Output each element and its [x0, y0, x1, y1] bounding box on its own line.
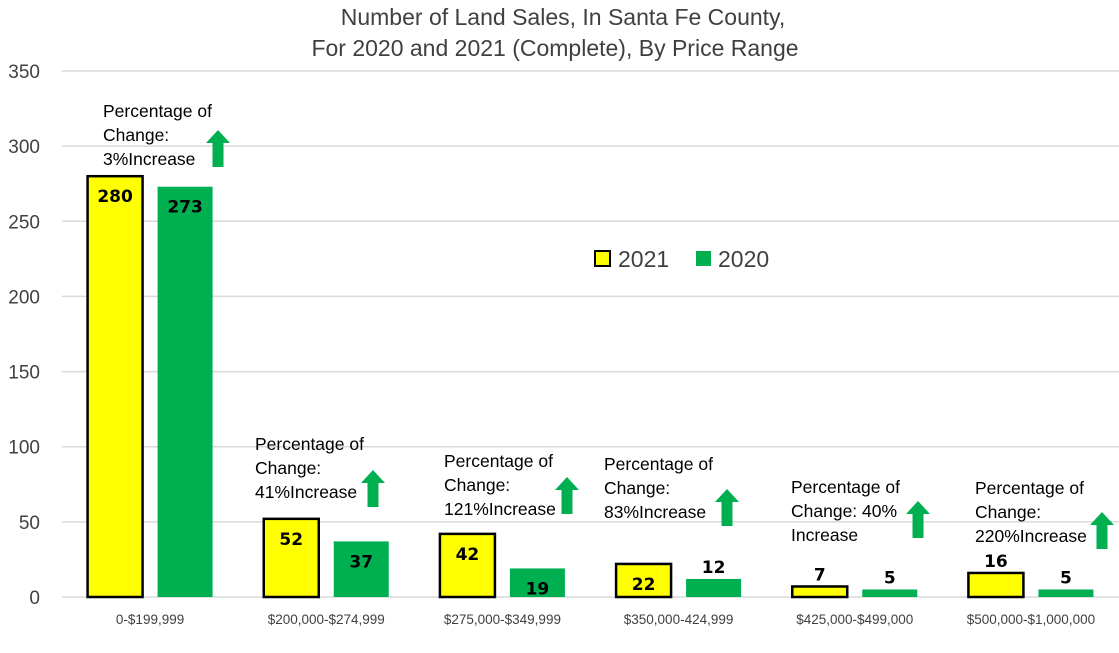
data-label-2020: 5 [1060, 568, 1072, 588]
bar-2021 [614, 562, 673, 599]
up-arrow-icon [206, 130, 230, 167]
annotation-text: Change: [444, 475, 510, 495]
legend-label-2021: 2021 [618, 246, 669, 272]
annotation-text: Change: [975, 502, 1041, 522]
up-arrow-icon [715, 489, 739, 526]
annotation-text: Percentage of [791, 477, 900, 497]
data-label-2021: 16 [984, 552, 1008, 572]
y-tick-label: 350 [8, 62, 40, 83]
annotation-text: 220%Increase [975, 526, 1087, 546]
annotations: Percentage ofChange:3%IncreasePercentage… [103, 101, 1114, 549]
annotation-text: Percentage of [975, 478, 1084, 498]
bar-2020 [333, 541, 389, 597]
data-label-2020: 273 [167, 198, 203, 218]
annotation-text: 41%Increase [255, 482, 357, 502]
bar-2021 [791, 585, 849, 599]
chart-title-line-2: For 2020 and 2021 (Complete), By Price R… [311, 35, 798, 61]
gridlines [62, 70, 1119, 598]
annotation-text: Change: [604, 478, 670, 498]
x-tick-label: $200,000-$274,999 [268, 612, 385, 627]
annotation-text: 121%Increase [444, 499, 556, 519]
percentage-change-annotation: Percentage of Change: 83%Increase [604, 454, 739, 526]
annotation-text: Percentage of [604, 454, 713, 474]
data-label-2021: 280 [97, 187, 133, 207]
annotation-text: 3%Increase [103, 149, 195, 169]
x-tick-label: $350,000-424,999 [624, 612, 734, 627]
bar-2020 [1038, 589, 1094, 597]
bar-2020 [509, 568, 565, 597]
percentage-change-annotation: Percentage of Change: 40% Increase [791, 477, 930, 545]
y-tick-label: 100 [8, 438, 40, 459]
y-tick-label: 300 [8, 137, 40, 158]
percentage-change-annotation: Percentage of Change: 41%Increase [255, 434, 385, 507]
data-label-2021: 22 [632, 575, 656, 595]
data-label-2020: 37 [349, 552, 373, 572]
bar-2021 [438, 532, 497, 599]
x-tick-label: $500,000-$1,000,000 [967, 612, 1095, 627]
percentage-change-annotation: Percentage of Change: 121%Increase [444, 451, 579, 519]
x-tick-label: $275,000-$349,999 [444, 612, 561, 627]
legend-swatch-2020 [696, 251, 711, 266]
up-arrow-icon [361, 470, 385, 507]
annotation-text: Change: [103, 125, 169, 145]
annotation-text: Change: [255, 458, 321, 478]
bar-2020 [686, 578, 742, 597]
legend: 2021 2020 [594, 246, 769, 272]
data-label-2020: 19 [526, 579, 550, 599]
bars [86, 174, 1094, 599]
x-tick-label: 0-$199,999 [116, 612, 184, 627]
bar-2020 [157, 186, 213, 597]
annotation-text: Increase [791, 525, 858, 545]
y-tick-label: 50 [19, 513, 40, 534]
annotation-text: Percentage of [103, 101, 212, 121]
x-tick-label: $425,000-$499,000 [796, 612, 913, 627]
data-label-2020: 5 [884, 568, 896, 588]
legend-label-2020: 2020 [718, 246, 769, 272]
bar-2020 [862, 589, 918, 597]
y-axis-ticks: 0 50 100 150 200 250 300 350 [8, 62, 40, 609]
y-tick-label: 250 [8, 212, 40, 233]
percentage-change-annotation: Percentage of Change: 3%Increase [103, 101, 230, 169]
annotation-text: Percentage of [444, 451, 553, 471]
up-arrow-icon [906, 501, 930, 538]
y-tick-label: 0 [29, 588, 40, 609]
data-label-2021: 42 [456, 545, 480, 565]
x-axis-ticks: 0-$199,999 $200,000-$274,999 $275,000-$349… [116, 612, 1095, 627]
annotation-text: Change: 40% [791, 501, 897, 521]
up-arrow-icon [555, 477, 579, 514]
bar-2021 [262, 517, 320, 599]
percentage-change-annotation: Percentage of Change: 220%Increase [975, 478, 1114, 549]
y-tick-label: 150 [8, 363, 40, 384]
data-labels: 280 273 52 37 42 19 22 12 7 5 16 5 [97, 187, 1072, 599]
data-label-2021: 7 [814, 565, 826, 585]
data-label-2021: 52 [279, 530, 303, 550]
up-arrow-icon [1090, 512, 1114, 549]
y-tick-label: 200 [8, 287, 40, 308]
data-label-2020: 12 [702, 558, 726, 578]
annotation-text: Percentage of [255, 434, 364, 454]
bar-2021 [967, 571, 1025, 599]
chart-title-line-1: Number of Land Sales, In Santa Fe County… [341, 4, 786, 30]
bar-2021 [86, 174, 144, 599]
legend-swatch-2021 [594, 250, 611, 267]
annotation-text: 83%Increase [604, 502, 706, 522]
